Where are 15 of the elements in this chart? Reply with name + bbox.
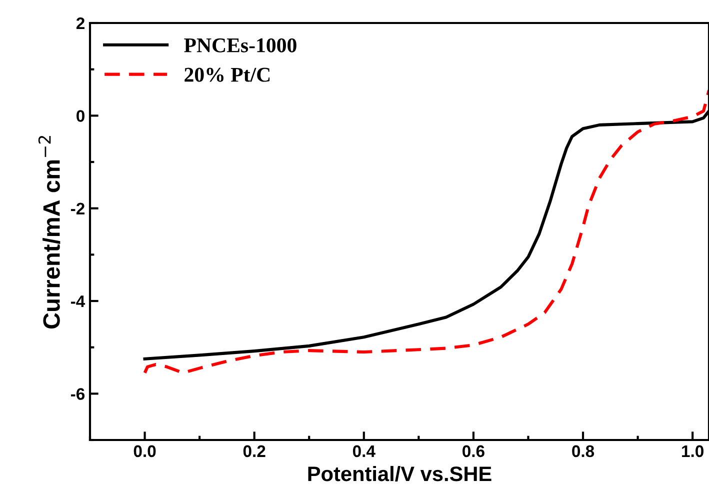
x-tick-label: 0.6 bbox=[462, 445, 484, 458]
y-tick-label: 0 bbox=[76, 110, 84, 122]
legend-label: 20% Pt/C bbox=[184, 68, 270, 82]
y-tick-label: -2 bbox=[70, 202, 84, 214]
x-tick-label: 0.2 bbox=[243, 445, 266, 458]
y-axis-title: Current/mA cm$^{−2}$ bbox=[38, 136, 60, 329]
x-tick-label: 0.4 bbox=[352, 445, 376, 458]
y-tick-label: 2 bbox=[76, 17, 84, 30]
x-tick-label: 1.0 bbox=[682, 445, 704, 458]
y-tick-label: -4 bbox=[70, 296, 86, 308]
x-tick-label: 0.8 bbox=[572, 445, 594, 458]
x-tick-label: 0.0 bbox=[134, 445, 156, 458]
x-axis-title: Potential/V vs.SHE bbox=[308, 466, 492, 482]
y-tick-label: -6 bbox=[70, 388, 85, 400]
legend-label: PNCEs-1000 bbox=[184, 38, 296, 52]
